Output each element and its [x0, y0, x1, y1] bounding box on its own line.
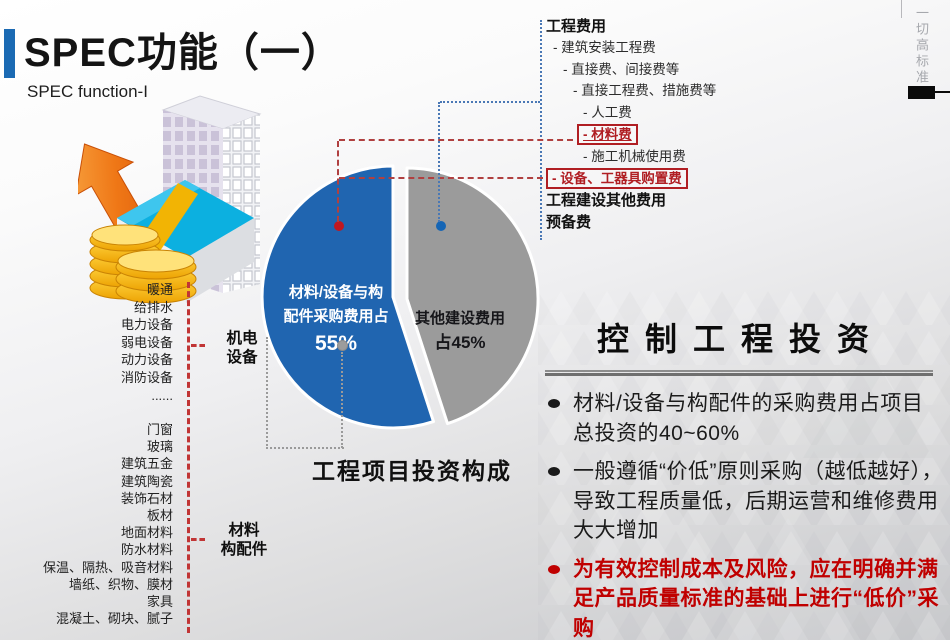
- cost-item: 工程费用: [546, 18, 607, 35]
- cost-item: - 建筑安装工程费: [553, 40, 656, 56]
- materials-item-list: 门窗 玻璃 建筑五金 建筑陶瓷 装饰石材 板材 地面材料 防水材料 保温、隔热、…: [6, 421, 173, 627]
- bullet-list: 材料/设备与构配件的采购费用占项目总投资的40~60% 一般遵循“价低”原则采购…: [543, 389, 943, 640]
- pie-slice-materials-55: [260, 164, 435, 430]
- list-item: 电力设备: [120, 317, 173, 333]
- list-item: 消防设备: [120, 369, 173, 385]
- connector-cost-list-brace: [540, 20, 542, 240]
- triangle-pattern-background: [538, 288, 950, 640]
- connector-blue-horizontal: [440, 101, 540, 103]
- list-item: ......: [151, 387, 173, 403]
- bullet-dot-icon: [548, 564, 560, 574]
- connector-red-to-materials-fee: [339, 139, 573, 141]
- list-item: 门窗: [146, 422, 173, 437]
- list-item: 混凝土、砌块、腻子: [55, 611, 173, 627]
- list-item: 保温、隔热、吸音材料: [42, 559, 173, 575]
- list-item: 给排水: [133, 299, 173, 315]
- cost-item: - 人工费: [583, 104, 632, 120]
- page-title: SPEC功能（一）: [24, 31, 342, 75]
- panel-title-divider: [545, 370, 933, 376]
- cost-item: - 直接工程费、措施费等: [573, 83, 717, 99]
- bullet-text: 材料/设备与构配件的采购费用占项目总投资的40~60%: [573, 392, 924, 445]
- list-item: 动力设备: [120, 352, 173, 368]
- bullet-dot-icon: [548, 399, 560, 408]
- equipment-item-list: 暖通 给排水 电力设备 弱电设备 动力设备 消防设备 ......: [58, 281, 173, 404]
- blue-anchor-dot: [436, 221, 446, 231]
- bullet-item-warning: 为有效控制成本及风险，应在明确并满足产品质量标准的基础上进行“低价”采购: [543, 555, 943, 640]
- cost-item-materials-fee: - 材料费: [546, 123, 876, 146]
- list-item: 装饰石材: [120, 490, 173, 506]
- pie-label-materials: 材料/设备与构 配件采购费用占 55%: [283, 284, 389, 355]
- list-item: 板材: [146, 508, 173, 524]
- gray-anchor-dot: [337, 340, 348, 351]
- list-item: 地面材料: [120, 525, 173, 541]
- investment-pie-chart: [260, 164, 540, 430]
- edge-divider-line: [901, 0, 902, 18]
- bullet-dot-icon: [548, 467, 560, 476]
- cost-item: - 直接费、间接费等: [563, 61, 680, 77]
- list-item: 防水材料: [120, 542, 173, 558]
- coin-stacks: [89, 224, 197, 303]
- side-note-vertical-text: 一切高标准: [914, 6, 929, 86]
- bullet-item: 一般遵循“价低”原则采购（越低越好），导致工程质量低，后期运营和维修费用大大增加: [543, 457, 943, 546]
- cost-tree: 工程费用 - 建筑安装工程费 - 直接费、间接费等 - 直接工程费、措施费等 -…: [546, 16, 876, 233]
- brace-connector-equipment: [191, 344, 205, 347]
- list-item: 家具: [146, 594, 173, 610]
- brace-red-vertical: [187, 282, 190, 633]
- bullet-item: 材料/设备与构配件的采购费用占项目总投资的40~60%: [543, 389, 943, 448]
- list-item: 墙纸、织物、膜材: [68, 576, 173, 592]
- list-item: 弱电设备: [120, 334, 173, 350]
- list-item: 玻璃: [146, 439, 173, 455]
- black-marker-line: [935, 91, 950, 93]
- cost-item: 工程建设其他费用: [546, 192, 667, 210]
- connector-gray-horizontal: [266, 447, 344, 449]
- materials-group-label: 材料 构配件: [220, 522, 268, 558]
- brace-connector-materials: [191, 538, 205, 541]
- bullet-text: 为有效控制成本及风险，应在明确并满足产品质量标准的基础上进行“低价”采购: [573, 557, 939, 640]
- list-item: 建筑五金: [120, 456, 173, 472]
- panel-title: 控制工程投资: [596, 321, 885, 357]
- list-item: 暖通: [146, 282, 173, 297]
- list-item: 建筑陶瓷: [120, 473, 173, 489]
- equipment-group-label: 机电 设备: [226, 330, 258, 366]
- cost-item: - 施工机械使用费: [583, 149, 686, 165]
- cost-item-equipment-purchase-fee: - 设备、工器具购置费: [546, 167, 876, 190]
- cost-item: 预备费: [546, 213, 592, 231]
- page-subtitle: SPEC function-I: [27, 82, 148, 101]
- pie-caption: 工程项目投资构成: [312, 458, 512, 484]
- red-anchor-dot: [334, 221, 344, 231]
- title-accent-bar: [4, 29, 15, 78]
- black-marker-bar: [908, 86, 935, 99]
- building-coins-illustration: [78, 95, 262, 303]
- pie-label-other: 其他建设费用 占45%: [414, 310, 505, 352]
- bullet-text: 一般遵循“价低”原则采购（越低越好），导致工程质量低，后期运营和维修费用大大增加: [573, 460, 943, 542]
